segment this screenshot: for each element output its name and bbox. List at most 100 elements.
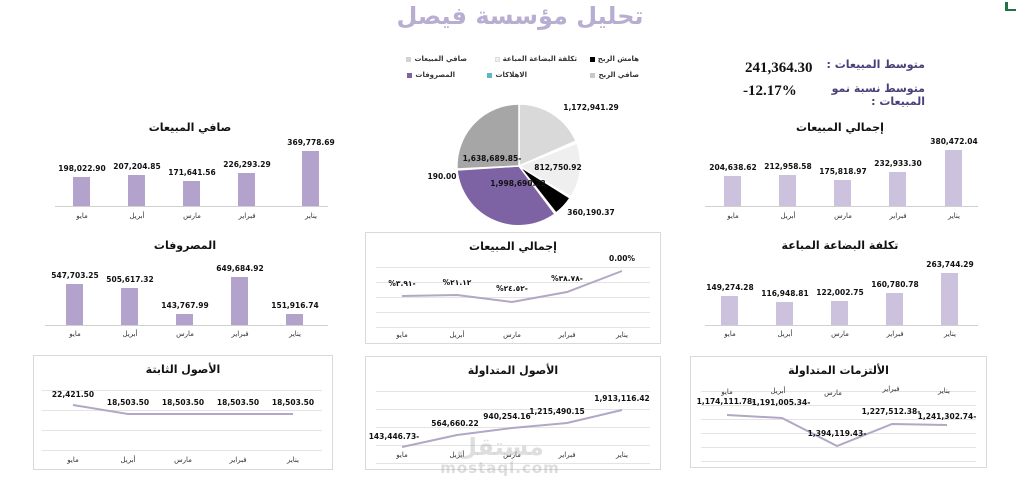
category-label: فبراير	[889, 212, 907, 220]
value-label: 198,022.90	[58, 164, 106, 173]
value-label: 1,191,005.34-	[751, 398, 811, 407]
bar-mar	[176, 314, 193, 325]
category-label: أبريل	[780, 212, 796, 220]
chart-title: إجمالي المبيعات	[796, 121, 884, 134]
watermark: مستقل mostaql.com	[440, 435, 560, 477]
category-label: أبريل	[449, 451, 465, 459]
value-label: 226,293.29	[223, 160, 271, 169]
value-label: 171,641.56	[168, 168, 216, 177]
bar-jan	[945, 150, 962, 206]
category-label: مارس	[824, 389, 842, 397]
value-label: 1,394,119.43-	[807, 429, 867, 438]
category-label: فبراير	[882, 385, 900, 393]
category-label: يناير	[615, 331, 629, 339]
value-label: 380,472.04	[930, 137, 978, 146]
line-series	[72, 404, 293, 415]
pie-label-expenses: 1,998,690.22	[490, 179, 546, 188]
legend-item-gross-profit: هامش الربح	[589, 55, 639, 63]
value-label: 18,503.50	[161, 398, 205, 407]
value-label: 207,204.85	[113, 162, 161, 171]
value-label: 232,933.30	[874, 159, 922, 168]
value-label: 122,002.75	[816, 288, 864, 297]
value-label: 940,254.16	[483, 412, 531, 421]
bar-apr	[121, 288, 138, 325]
net-sales-chart: صافي المبيعات 369,778.69 226,293.29 171,…	[40, 110, 340, 230]
category-label: مارس	[831, 330, 849, 338]
category-label: أبريل	[770, 387, 786, 395]
category-label: أبريل	[120, 456, 136, 464]
value-label: 649,684.92	[216, 264, 264, 273]
category-label: مايو	[724, 330, 736, 338]
bar-may	[73, 177, 90, 206]
category-label: فبراير	[238, 212, 256, 220]
category-label: مايو	[67, 456, 79, 464]
category-label: فبراير	[231, 330, 249, 338]
fixed-assets-chart: الأصول الثابتة 18,503.50 18,503.50 18,50…	[33, 355, 333, 470]
pie-chart: 1,172,941.29 812,750.92 360,190.37 1,998…	[420, 95, 640, 230]
category-label: يناير	[286, 456, 300, 464]
category-label: مايو	[396, 451, 408, 459]
value-label: 0.00%	[608, 254, 636, 263]
value-label: %٣.٩١-	[388, 279, 416, 288]
bar-mar	[183, 181, 200, 206]
pie-label-gross-profit: 360,190.37	[567, 208, 615, 217]
page-title: تحليل مؤسسة فيصل	[396, 2, 644, 30]
value-label: 212,958.58	[764, 162, 812, 171]
pie-legend: هامش الربح تكلفة البضاعة المباعة صافي ال…	[405, 52, 645, 82]
category-label: مارس	[834, 212, 852, 220]
value-label: 116,948.81	[761, 289, 809, 298]
category-label: أبريل	[129, 212, 145, 220]
pie-label-cogs: 812,750.92	[534, 163, 582, 172]
bar-feb	[238, 173, 255, 206]
category-label: مارس	[176, 330, 194, 338]
chart-title: الألتزمات المتداولة	[788, 364, 889, 377]
total-sales-chart: إجمالي المبيعات 380,472.04 232,933.30 17…	[690, 110, 990, 230]
category-label: مايو	[76, 212, 88, 220]
chart-title: إجمالي المبيعات	[469, 240, 557, 253]
value-label: %٣٨.٧٨-	[551, 274, 583, 283]
value-label: 1,913,116.42	[594, 394, 650, 403]
legend-item-net-profit: صافي الربح	[590, 71, 639, 79]
category-label: مارس	[183, 212, 201, 220]
value-label: 1,215,490.15	[529, 407, 585, 416]
bar-feb	[886, 293, 903, 325]
cogs-chart: تكلفة البضاعة المباعة 263,744.29 160,780…	[690, 230, 990, 340]
category-label: مارس	[503, 331, 521, 339]
category-label: مايو	[69, 330, 81, 338]
category-label: مايو	[721, 388, 733, 396]
value-label: 149,274.28	[706, 283, 754, 292]
category-label: يناير	[937, 387, 951, 395]
line-series	[401, 409, 623, 448]
chart-title: تكلفة البضاعة المباعة	[781, 239, 899, 252]
value-label: 175,818.97	[819, 167, 867, 176]
category-label: مايو	[727, 212, 739, 220]
bar-may	[724, 176, 741, 206]
category-label: يناير	[947, 212, 961, 220]
category-label: مايو	[396, 331, 408, 339]
category-label: يناير	[943, 330, 957, 338]
bar-feb	[889, 172, 906, 206]
bar-may	[721, 296, 738, 325]
bar-jan	[302, 151, 319, 206]
value-label: 1,241,302.74-	[917, 412, 977, 421]
value-label: 564,660.22	[431, 419, 479, 428]
legend-item-net-sales: صافي المبيعات	[406, 55, 467, 63]
category-label: يناير	[288, 330, 302, 338]
value-label: 143,446.73-	[368, 432, 420, 441]
chart-title: الأصول الثابتة	[145, 363, 221, 376]
category-label: فبراير	[886, 330, 904, 338]
value-label: 143,767.99	[161, 301, 209, 310]
value-label: 204,638.62	[709, 163, 757, 172]
value-label: 160,780.78	[871, 280, 919, 289]
category-label: يناير	[615, 451, 629, 459]
category-label: مارس	[174, 456, 192, 464]
value-label: 505,617.32	[106, 275, 154, 284]
value-label: 151,916.74	[271, 301, 319, 310]
value-label: %٢٤.٥٢-	[496, 284, 528, 293]
bar-apr	[779, 175, 796, 206]
category-label: فبراير	[229, 456, 247, 464]
value-label: 1,174,111.78-	[696, 397, 756, 406]
legend-item-expenses: المصروفات	[407, 71, 455, 79]
sales-growth-chart: إجمالي المبيعات 0.00% %٣٨.٧٨- %٢٤.٥٢- %٢…	[365, 232, 661, 344]
expenses-chart: المصروفات 151,916.74 649,684.92 143,767.…	[30, 230, 340, 340]
